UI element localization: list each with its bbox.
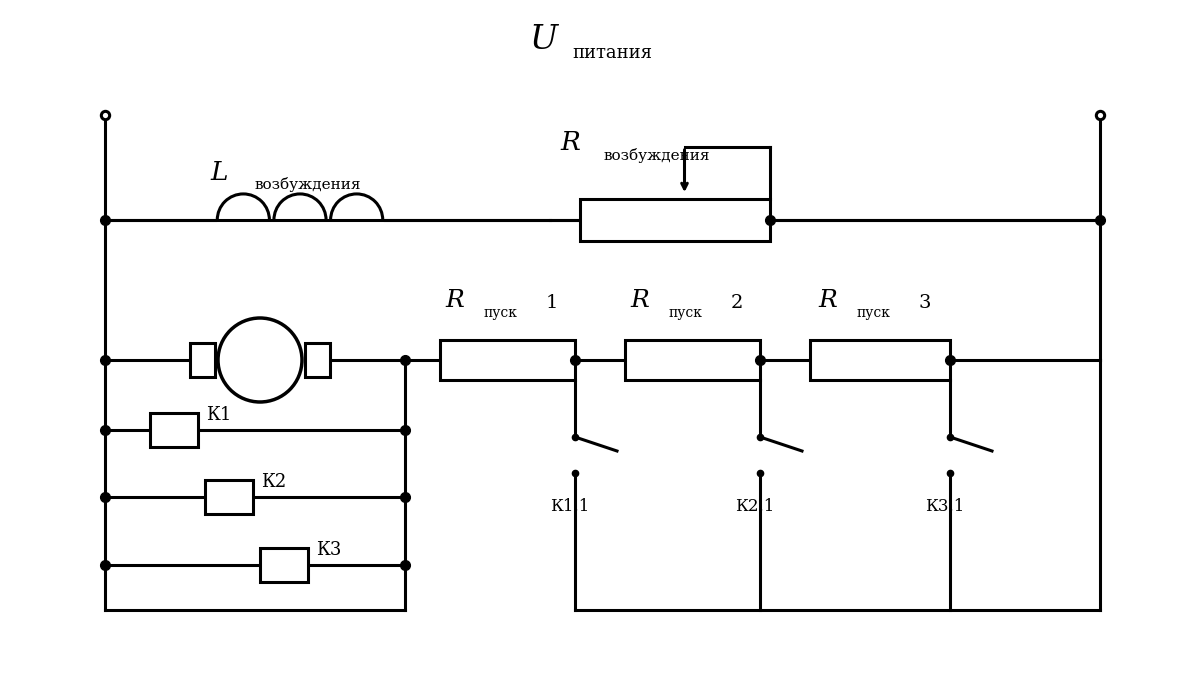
Text: К2: К2 [262,473,287,491]
Bar [190,343,215,377]
Bar [150,413,198,447]
Text: 2: 2 [731,294,743,312]
Bar [305,343,330,377]
Text: U: U [530,24,558,56]
Text: К3.1: К3.1 [925,498,965,515]
Text: R: R [445,289,464,312]
Bar [260,548,308,582]
Text: возбуждения: возбуждения [604,148,710,163]
Bar [625,340,760,380]
Text: R: R [560,130,580,155]
Text: R: R [818,289,836,312]
Bar [440,340,575,380]
Text: 1: 1 [546,294,558,312]
Text: пуск: пуск [668,306,702,320]
Text: К3: К3 [316,541,341,559]
Text: R: R [630,289,649,312]
Text: пуск: пуск [484,306,517,320]
Text: возбуждения: возбуждения [254,177,361,192]
Bar [580,199,770,241]
Text: К1.1: К1.1 [550,498,589,515]
Text: К1: К1 [206,406,232,424]
Bar [810,340,950,380]
Text: питания: питания [572,44,652,62]
Text: пуск: пуск [856,306,890,320]
Text: К2.1: К2.1 [734,498,774,515]
Bar [205,480,253,514]
Text: L: L [210,160,228,185]
Text: 3: 3 [918,294,930,312]
